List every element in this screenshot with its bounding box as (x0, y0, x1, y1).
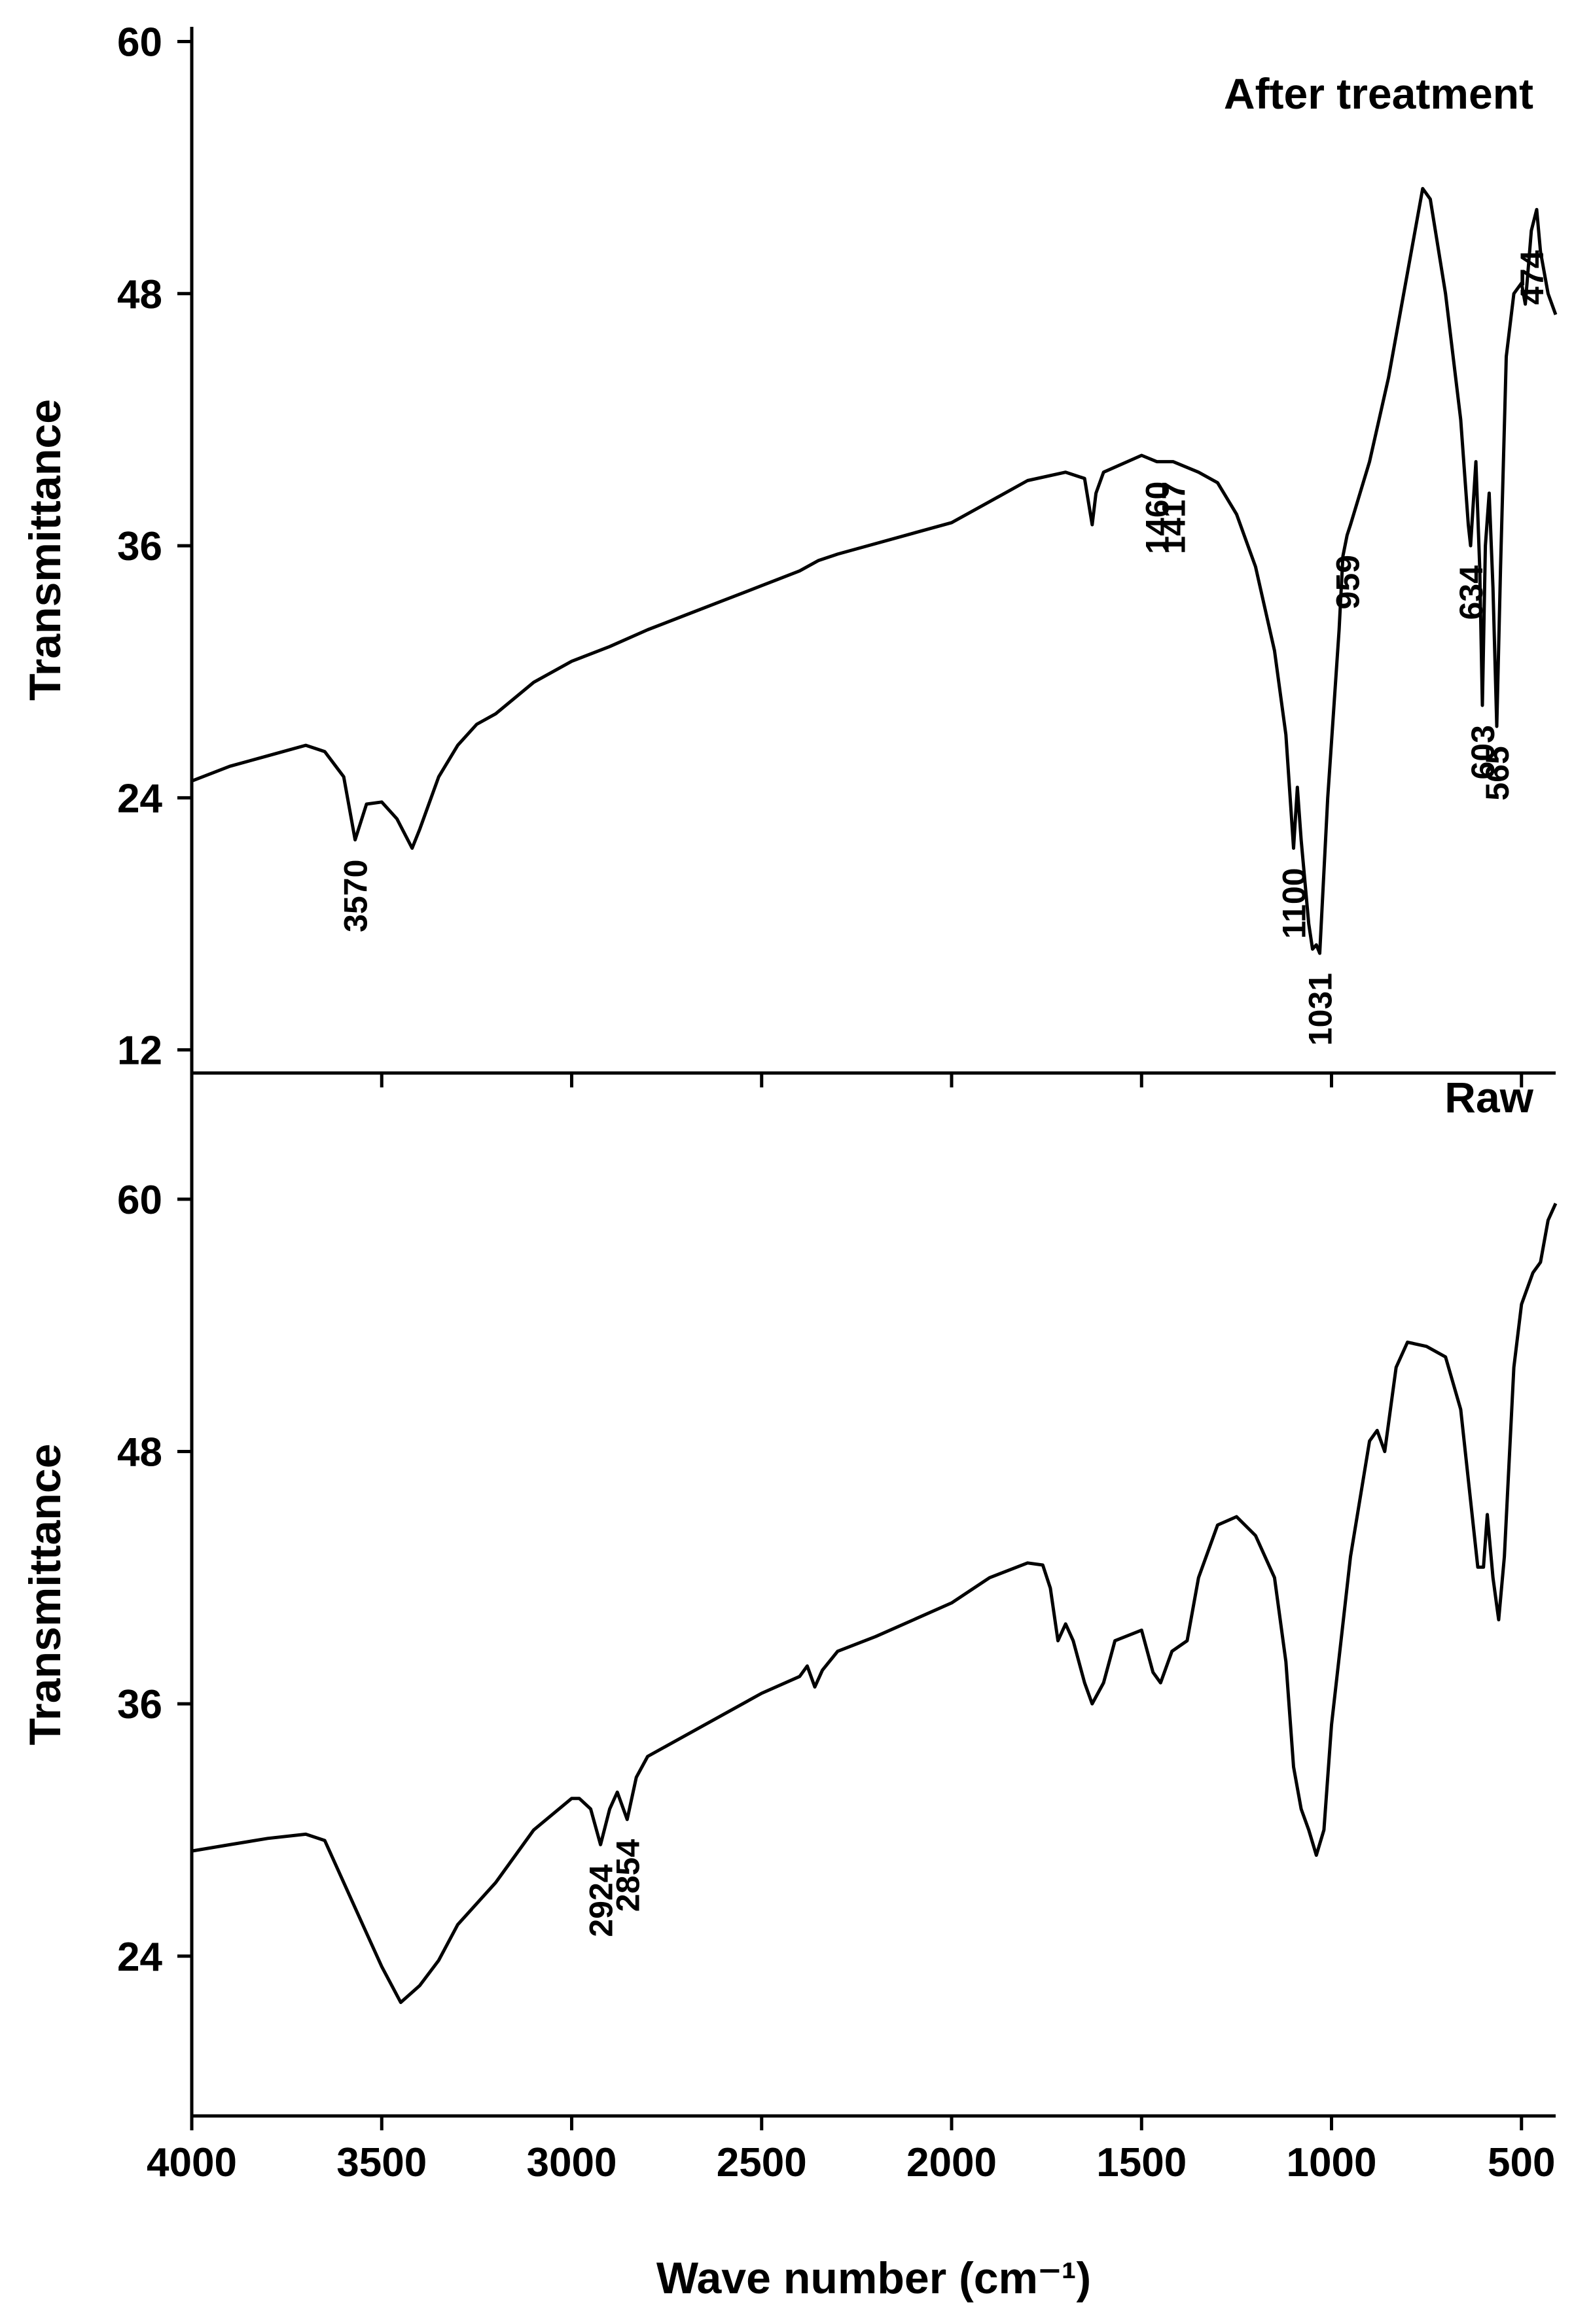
x-tick-label: 1000 (1287, 2140, 1377, 2185)
x-tick-label: 4000 (147, 2140, 237, 2185)
x-tick-label: 1500 (1096, 2140, 1187, 2185)
y-tick-label: 36 (117, 524, 162, 569)
x-tick-label: 3500 (336, 2140, 427, 2185)
peak-label: 1417 (1155, 482, 1192, 554)
panel-title: After treatment (1224, 69, 1533, 118)
peak-label: 2854 (609, 1839, 646, 1912)
x-tick-label: 3000 (527, 2140, 617, 2185)
y-tick-label: 60 (117, 20, 162, 65)
y-tick-label: 36 (117, 1682, 162, 1727)
y-tick-label: 24 (117, 776, 162, 821)
y-tick-label: 48 (117, 1430, 162, 1475)
panel-title: Raw (1444, 1073, 1533, 1121)
x-tick-label: 2000 (906, 2140, 997, 2185)
x-axis-label: Wave number (cm⁻¹) (656, 2253, 1091, 2303)
peak-label: 603 (1465, 725, 1501, 779)
y-axis-label: Transmittance (20, 399, 70, 701)
spectrum-line (191, 1203, 1558, 2004)
y-axis-label: Transmittance (20, 1443, 70, 1745)
x-tick-label: 2500 (717, 2140, 807, 2185)
peak-label: 3570 (338, 860, 374, 932)
peak-label: 474 (1514, 250, 1550, 305)
y-tick-label: 12 (117, 1029, 162, 1074)
peak-label: 959 (1329, 555, 1366, 609)
peak-label: 1460 (1139, 482, 1175, 554)
peak-label: 1100 (1276, 868, 1312, 938)
peak-label: 2924 (583, 1864, 620, 1937)
x-tick-label: 500 (1488, 2140, 1555, 2185)
y-tick-label: 24 (117, 1935, 162, 1980)
spectrum-line (191, 186, 1558, 955)
y-tick-label: 48 (117, 272, 162, 317)
peak-label: 634 (1453, 565, 1490, 620)
y-tick-label: 60 (117, 1178, 162, 1223)
peak-label: 1031 (1302, 973, 1339, 1046)
peak-label: 565 (1479, 746, 1516, 800)
